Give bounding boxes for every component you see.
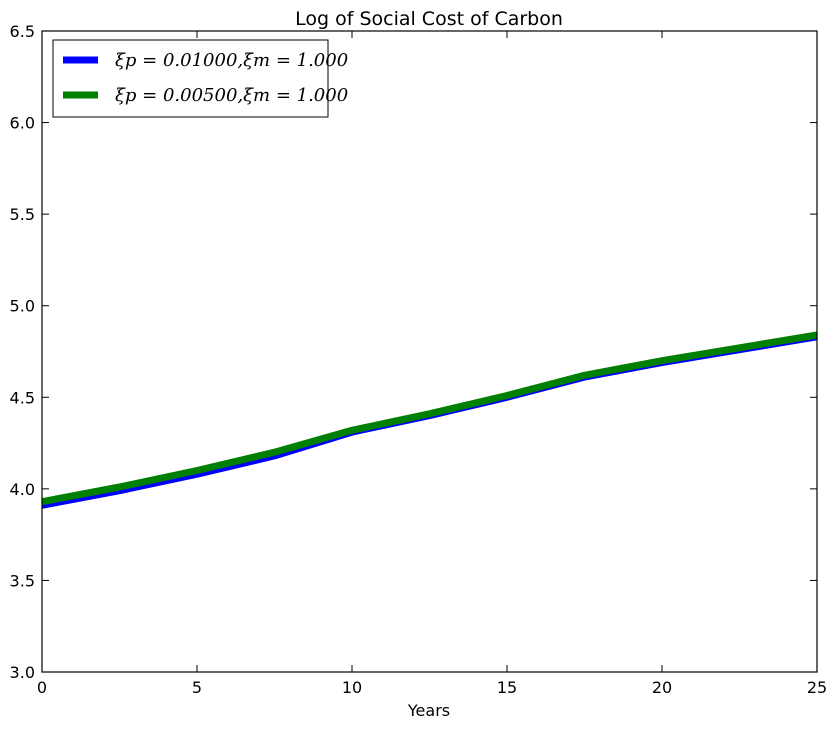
y-tick-label: 5.0: [10, 297, 35, 316]
y-tick-label: 5.5: [10, 205, 35, 224]
x-tick-label: 10: [342, 678, 362, 697]
y-tick-label: 4.0: [10, 480, 35, 499]
series-line-2: [41, 331, 818, 506]
legend-label-2: ξp = 0.00500,ξm = 1.000: [115, 85, 348, 106]
legend: ξp = 0.01000,ξm = 1.000 ξp = 0.00500,ξm =…: [52, 39, 348, 118]
y-tick-label: 6.5: [10, 22, 35, 41]
x-tick-label: 20: [652, 678, 672, 697]
x-tick-label: 0: [37, 678, 47, 697]
y-tick-label: 3.0: [10, 663, 35, 682]
y-tick-label: 6.0: [10, 114, 35, 133]
plot-frame: [41, 30, 818, 673]
legend-label-1: ξp = 0.01000,ξm = 1.000: [115, 50, 348, 71]
x-axis-label: Years: [407, 701, 450, 720]
x-tick-label: 25: [807, 678, 827, 697]
x-tick-label: 5: [192, 678, 202, 697]
x-tick-label: 15: [497, 678, 517, 697]
chart-title: Log of Social Cost of Carbon: [295, 8, 563, 30]
y-tick-label: 3.5: [10, 571, 35, 590]
y-tick-label: 4.5: [10, 388, 35, 407]
legend-box: [52, 39, 329, 118]
